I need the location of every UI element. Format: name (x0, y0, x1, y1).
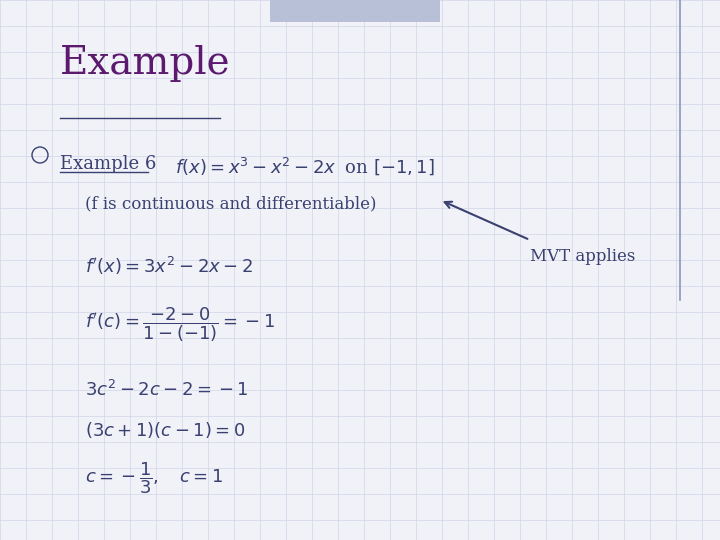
Text: $c = -\dfrac{1}{3}, \quad c = 1$: $c = -\dfrac{1}{3}, \quad c = 1$ (85, 460, 223, 496)
Text: Example: Example (60, 45, 230, 82)
Text: (f is continuous and differentiable): (f is continuous and differentiable) (85, 195, 377, 212)
Text: MVT applies: MVT applies (530, 248, 635, 265)
Text: $f'(x) = 3x^2 - 2x - 2$: $f'(x) = 3x^2 - 2x - 2$ (85, 255, 253, 277)
Text: Example 6: Example 6 (60, 155, 156, 173)
Text: $(3c+1)(c-1) = 0$: $(3c+1)(c-1) = 0$ (85, 420, 246, 440)
Text: $3c^2 - 2c - 2 = -1$: $3c^2 - 2c - 2 = -1$ (85, 380, 248, 400)
Text: $f(x) = x^3 - x^2 - 2x \;$ on $[-1,1]$: $f(x) = x^3 - x^2 - 2x \;$ on $[-1,1]$ (175, 155, 435, 177)
Text: $f'(c) = \dfrac{-2-0}{1-(-1)} = -1$: $f'(c) = \dfrac{-2-0}{1-(-1)} = -1$ (85, 305, 275, 343)
Bar (270, 0, 440, 22)
